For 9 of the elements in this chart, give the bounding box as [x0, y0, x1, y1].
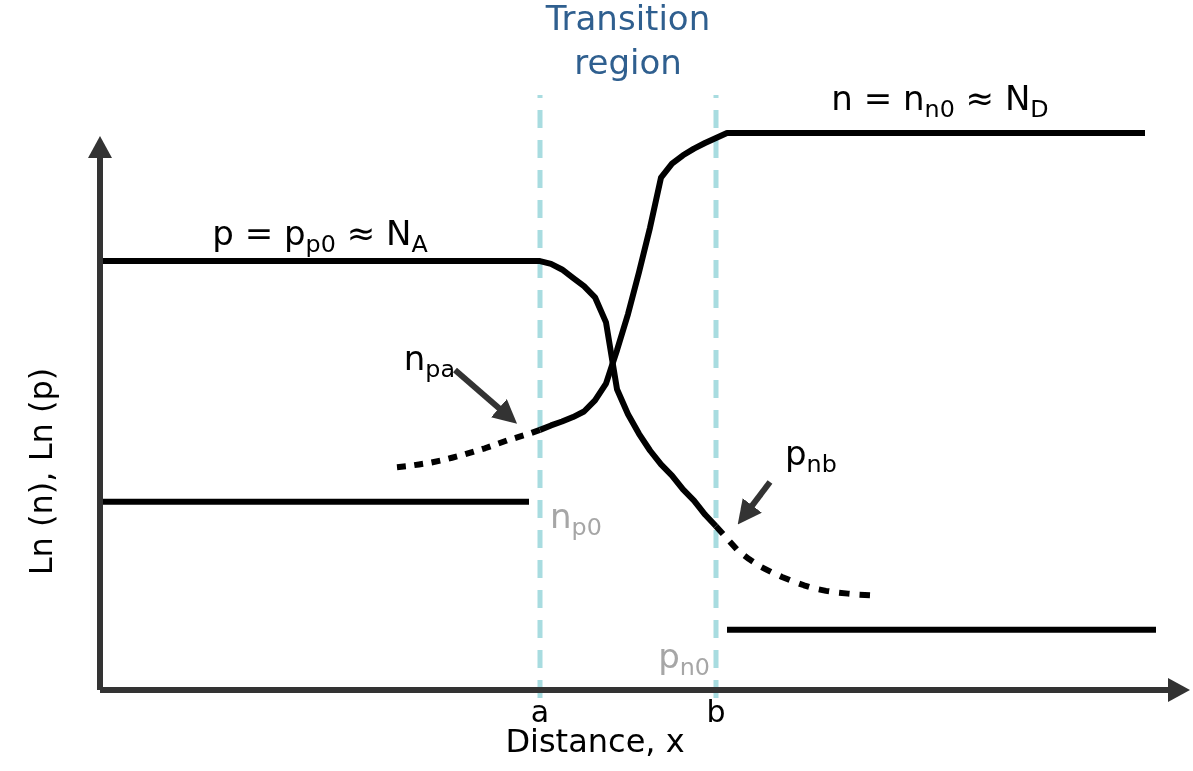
annotation: n$_{p0}$ — [550, 496, 602, 542]
y-axis-title: Ln (n), Ln (p) — [22, 367, 60, 576]
x-tick-label: b — [706, 694, 726, 729]
annotation: p$_{n0}$ — [658, 636, 710, 682]
annotation: n$_{pa}$ — [403, 338, 455, 384]
annotation: p = p$_{p0}$ ≈ N$_{A}$ — [212, 213, 429, 259]
text: Transition region — [544, 0, 711, 82]
text: n = n$_{n0}$ ≈ N$_{D}$ — [831, 78, 1049, 124]
annotation: p$_{nb}$ — [785, 433, 837, 479]
